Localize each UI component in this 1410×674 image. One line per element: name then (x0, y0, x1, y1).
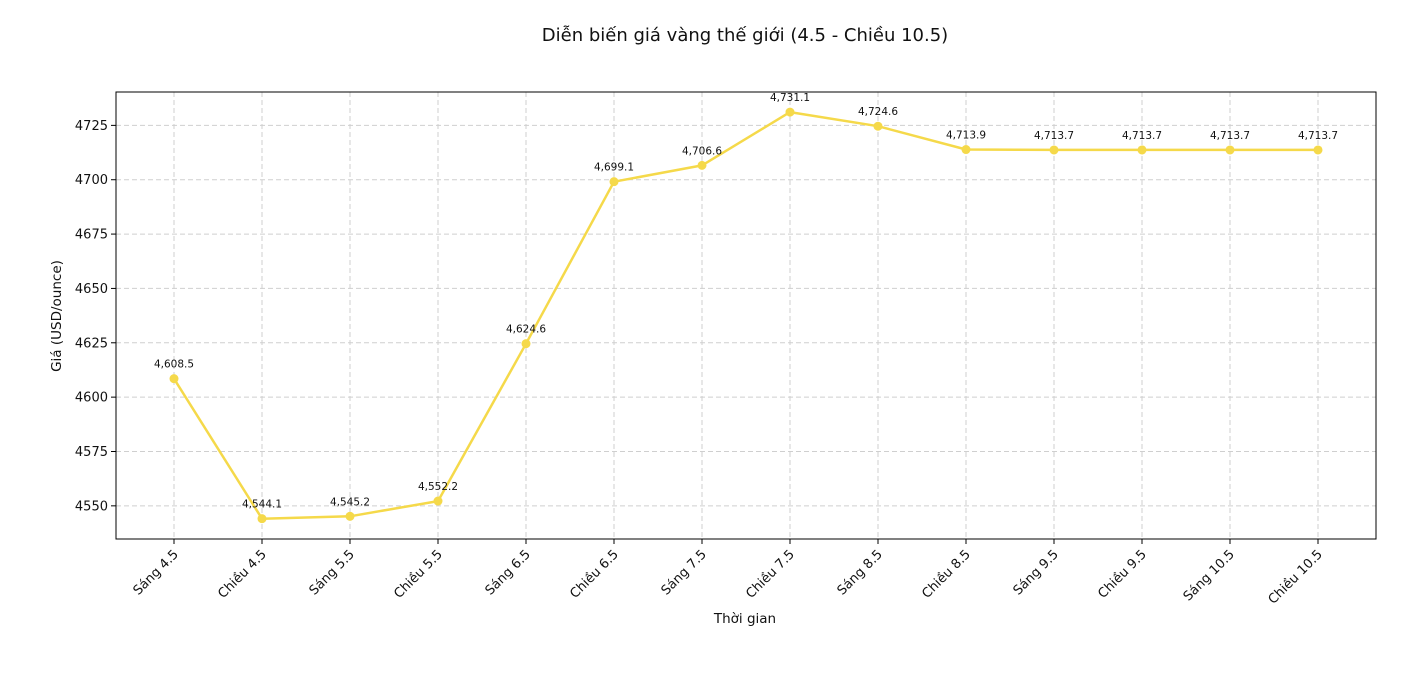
data-point[interactable] (345, 511, 355, 521)
x-axis-title: Thời gian (713, 611, 776, 627)
x-tick-label: Sáng 8.5 (835, 547, 886, 598)
data-label: 4,545.2 (330, 496, 370, 508)
data-label: 4,699.1 (594, 162, 634, 174)
data-label: 4,706.6 (682, 145, 722, 157)
x-tick-label: Chiều 10.5 (1266, 547, 1326, 607)
x-tick-label: Chiều 7.5 (743, 547, 797, 601)
plot-frame (115, 91, 1377, 540)
x-tick-label: Chiều 6.5 (567, 547, 621, 601)
data-label: 4,624.6 (506, 324, 546, 336)
data-point[interactable] (169, 374, 179, 384)
y-tick-label: 4675 (75, 228, 108, 243)
data-labels: 4,608.5 4,544.1 4,545.2 4,552.2 4,624.6 4,699… (154, 92, 1338, 511)
data-point[interactable] (1313, 145, 1323, 155)
x-tick-label: Sáng 6.5 (483, 547, 534, 598)
data-point[interactable] (1137, 145, 1147, 155)
data-label: 4,731.1 (770, 92, 810, 104)
x-tick-label: Sáng 7.5 (659, 547, 710, 598)
series-line (172, 110, 1318, 520)
y-tick-label: 4700 (75, 173, 108, 188)
y-tick-label: 4625 (75, 336, 108, 351)
data-label: 4,552.2 (418, 481, 458, 493)
data-label: 4,713.7 (1122, 130, 1162, 142)
data-point[interactable] (697, 160, 707, 170)
x-tick-label: Chiều 8.5 (919, 547, 973, 601)
x-tick-label: Sáng 9.5 (1011, 547, 1062, 598)
data-point[interactable] (873, 121, 883, 131)
data-point[interactable] (1049, 145, 1059, 155)
y-tick-label: 4650 (75, 282, 108, 297)
data-label: 4,713.7 (1034, 130, 1074, 142)
data-label: 4,608.5 (154, 359, 194, 371)
data-point[interactable] (257, 514, 267, 524)
y-tick-label: 4600 (75, 391, 108, 406)
x-tick-label: Chiều 4.5 (215, 547, 269, 601)
y-tick-label: 4550 (75, 499, 108, 514)
y-tick-label: 4575 (75, 445, 108, 460)
data-point[interactable] (521, 339, 531, 349)
data-label: 4,724.6 (858, 106, 898, 118)
y-axis: 4550 4575 4600 4625 4650 4675 4700 4725 (75, 119, 116, 514)
data-label: 4,713.9 (946, 130, 986, 142)
x-tick-label: Sáng 4.5 (131, 547, 182, 598)
data-label: 4,544.1 (242, 499, 282, 511)
data-label: 4,713.7 (1298, 130, 1338, 142)
y-tick-label: 4725 (75, 119, 108, 134)
grid (116, 92, 1376, 539)
x-tick-label: Chiều 9.5 (1095, 547, 1149, 601)
series-layer (169, 107, 1323, 524)
x-tick-label: Chiều 5.5 (391, 547, 445, 601)
y-axis-title: Giá (USD/ounce) (49, 260, 65, 372)
chart-title: Diễn biến giá vàng thế giới (4.5 - Chiều… (542, 25, 948, 46)
x-axis: Sáng 4.5 Chiều 4.5 Sáng 5.5 Chiều 5.5 Sáng 6… (131, 539, 1326, 608)
data-point[interactable] (961, 145, 971, 155)
x-tick-label: Sáng 10.5 (1181, 547, 1238, 604)
x-tick-label: Sáng 5.5 (307, 547, 358, 598)
data-point[interactable] (1225, 145, 1235, 155)
data-point[interactable] (433, 496, 443, 506)
data-point[interactable] (609, 177, 619, 187)
data-point[interactable] (785, 107, 795, 117)
data-label: 4,713.7 (1210, 130, 1250, 142)
